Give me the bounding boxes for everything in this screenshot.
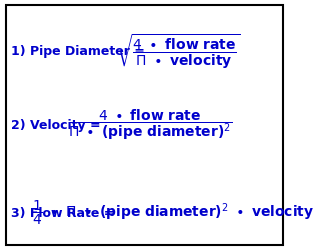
Text: $\dfrac{4\ \bullet\ \mathregular{flow\ rate}}{\Pi\ \bullet\ \mathregular{(pipe\ : $\dfrac{4\ \bullet\ \mathregular{flow\ r…	[68, 108, 232, 142]
Text: 1) Pipe Diameter =: 1) Pipe Diameter =	[11, 45, 150, 58]
Text: 3) Flow Rate =: 3) Flow Rate =	[11, 206, 119, 220]
Text: $\sqrt{\dfrac{4\ \bullet\ \mathregular{flow\ rate}}{\Pi\ \bullet\ \mathregular{v: $\sqrt{\dfrac{4\ \bullet\ \mathregular{f…	[116, 32, 240, 71]
Text: 2) Velocity =: 2) Velocity =	[11, 118, 105, 132]
Text: $\dfrac{1}{4}\ \bullet\ \Pi\ \bullet\ \mathregular{(pipe\ diameter)}^{2}\ \bulle: $\dfrac{1}{4}\ \bullet\ \Pi\ \bullet\ \m…	[31, 199, 314, 227]
